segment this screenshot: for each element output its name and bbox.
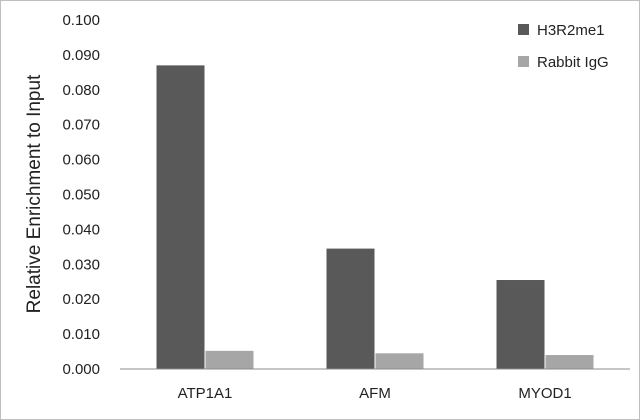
y-tick-label: 0.060 (62, 152, 100, 169)
y-tick-label: 0.030 (62, 256, 100, 273)
bar-h3r2me1-myod1 (496, 280, 545, 369)
legend: H3R2me1 Rabbit IgG (518, 22, 609, 71)
x-axis-labels: ATP1A1 AFM MYOD1 (178, 385, 572, 402)
legend-swatch (518, 24, 529, 35)
x-category-label: ATP1A1 (178, 385, 233, 402)
legend-label: Rabbit IgG (537, 54, 609, 71)
y-tick-label: 0.020 (62, 291, 100, 308)
y-tick-label: 0.090 (62, 47, 100, 64)
y-tick-label: 0.080 (62, 82, 100, 99)
legend-swatch (518, 56, 529, 67)
bar-h3r2me1-atp1a1 (156, 65, 205, 370)
y-tick-label: 0.040 (62, 221, 100, 238)
y-tick-label: 0.000 (62, 361, 100, 378)
bar-rabbit-igg-atp1a1 (205, 350, 254, 369)
y-tick-label: 0.010 (62, 326, 100, 343)
x-category-label: AFM (359, 385, 391, 402)
legend-label: H3R2me1 (537, 22, 605, 39)
y-axis-label: Relative Enrichment to Input (24, 74, 45, 313)
bar-rabbit-igg-myod1 (545, 355, 594, 369)
y-tick-label: 0.100 (62, 12, 100, 29)
y-axis-ticks: 0.000 0.010 0.020 0.030 0.040 0.050 0.060 0.070… (62, 12, 100, 378)
y-tick-label: 0.050 (62, 187, 100, 204)
bar-h3r2me1-afm (326, 248, 375, 369)
bar-rabbit-igg-afm (375, 353, 424, 369)
x-category-label: MYOD1 (518, 385, 571, 402)
bars (156, 65, 594, 370)
y-tick-label: 0.070 (62, 117, 100, 134)
